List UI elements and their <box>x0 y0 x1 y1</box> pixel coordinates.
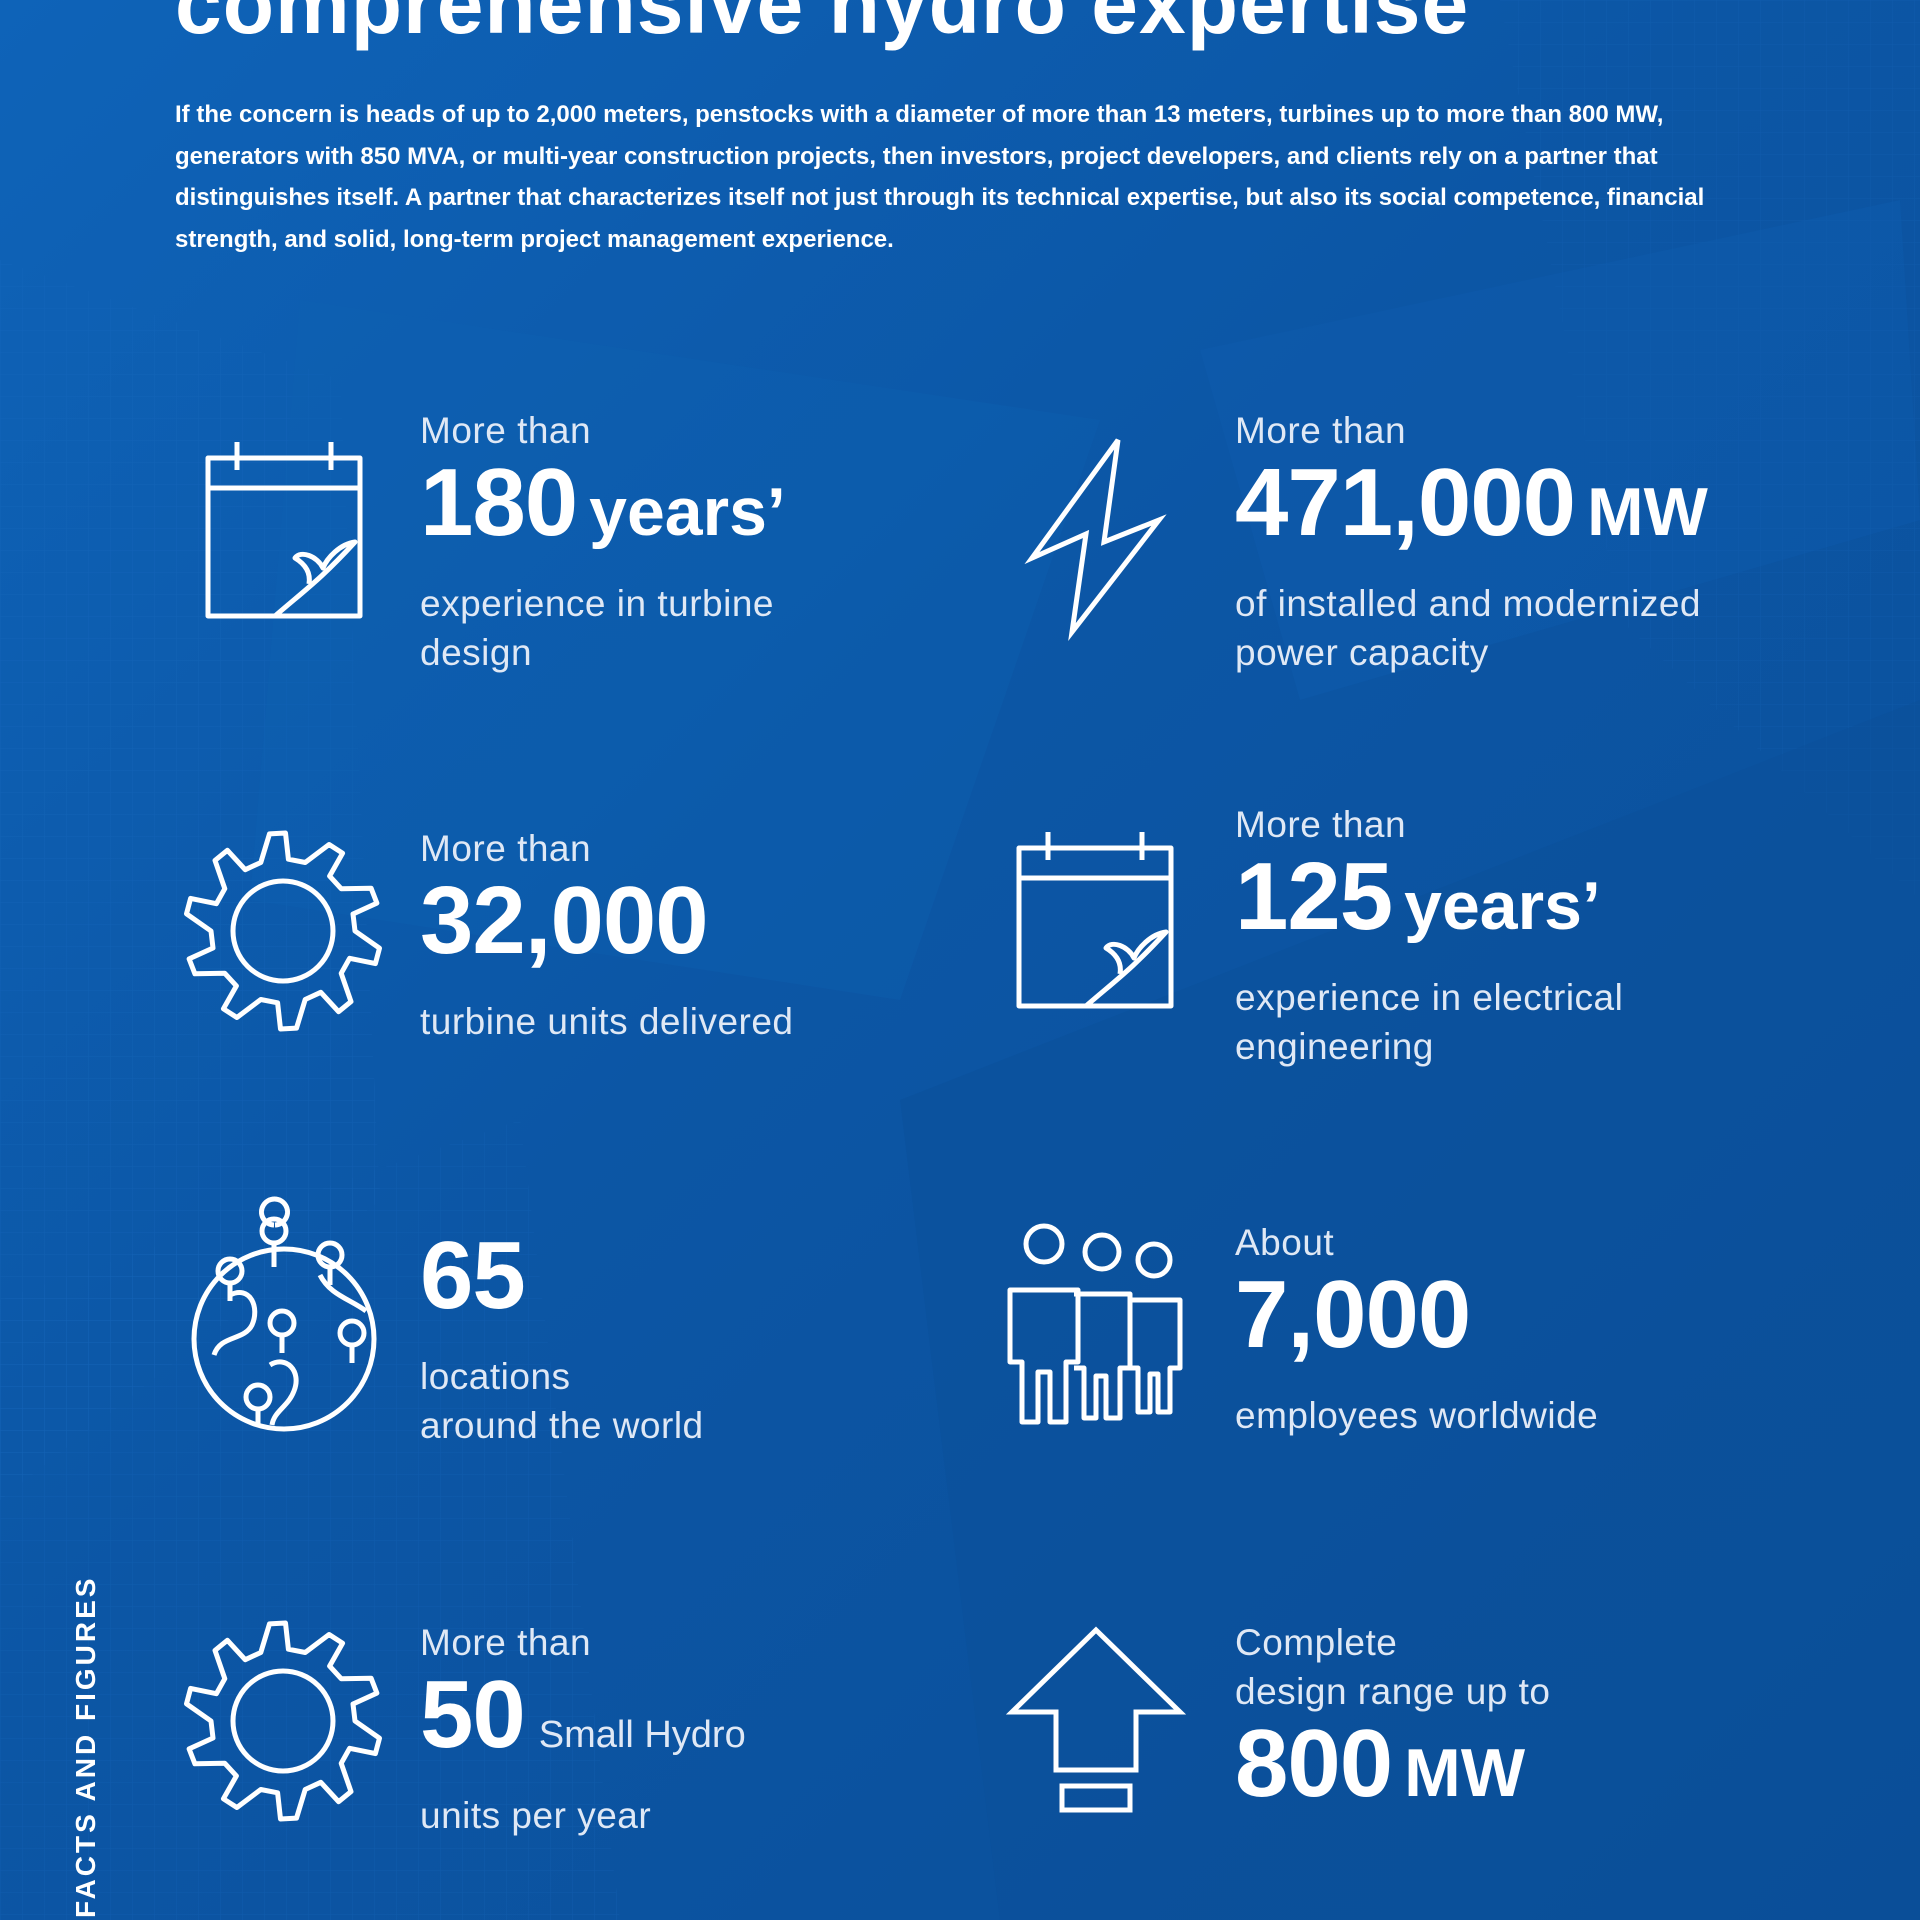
stat-value: 125 <box>1235 843 1393 950</box>
stat-value: 180 <box>420 449 578 556</box>
gear-hub <box>230 1668 336 1774</box>
stat-description: experience in turbine design <box>420 583 774 673</box>
intro-paragraph: If the concern is heads of up to 2,000 m… <box>175 101 1705 253</box>
gear-outline <box>184 830 382 1032</box>
stat-description: of installed and modernized power capaci… <box>1235 583 1702 673</box>
gear-shape <box>184 1620 382 1822</box>
stat-description: employees worldwide <box>1235 1395 1599 1436</box>
stat-prefix: More than <box>1235 804 1407 845</box>
up-arrow-icon <box>1005 1626 1187 1814</box>
people-icon <box>1000 1222 1190 1427</box>
stat-employees: About 7,000 employees worldwide <box>1235 1218 1598 1440</box>
stat-unit: years’ <box>1404 868 1601 944</box>
stat-small-hydro: More than 50 Small Hydro units per year <box>420 1618 746 1840</box>
calendar-icon <box>1016 830 1174 1010</box>
page-title: comprehensive hydro expertise <box>175 0 1470 51</box>
stat-locations: 65 locations around the world <box>420 1228 704 1450</box>
stat-value: 65 <box>420 1222 526 1329</box>
stat-description: experience in electrical engineering <box>1235 977 1624 1067</box>
stat-value: 471,000 <box>1235 449 1576 556</box>
stat-electrical-experience: More than 125 years’ experience in electr… <box>1235 800 1623 1071</box>
stat-prefix: More than <box>420 410 592 451</box>
gear-hub <box>230 878 336 984</box>
stat-description: turbine units delivered <box>420 1001 794 1042</box>
stat-value: 50 <box>420 1661 526 1768</box>
stat-description: units per year <box>420 1795 652 1836</box>
stat-value: 7,000 <box>1235 1261 1471 1368</box>
stat-unit: MW <box>1404 1735 1525 1811</box>
stat-description: locations around the world <box>420 1356 704 1446</box>
stat-value: 800 <box>1235 1710 1393 1817</box>
lightning-icon <box>1024 436 1167 641</box>
gear-outline <box>184 1620 382 1822</box>
turbine-gear-icon <box>180 1618 386 1824</box>
stat-prefix: More than <box>420 828 592 869</box>
stat-turbine-units: More than 32,000 turbine units delivered <box>420 824 794 1046</box>
stat-prefix: About <box>1235 1222 1335 1263</box>
section-side-label: FACTS AND FIGURES <box>70 1575 101 1918</box>
stat-unit: years’ <box>589 474 786 550</box>
calendar-icon <box>205 440 363 620</box>
stat-turbine-experience: More than 180 years’ experience in turbin… <box>420 406 786 677</box>
turbine-gear-icon <box>180 828 386 1034</box>
stat-unit: Small Hydro <box>538 1714 746 1756</box>
gear-shape <box>184 830 382 1032</box>
stat-prefix: More than <box>1235 410 1407 451</box>
stat-installed-capacity: More than 471,000 MW of installed and mod… <box>1235 406 1708 677</box>
stat-prefix: More than <box>420 1622 592 1663</box>
stat-design-range: Complete design range up to 800 MW <box>1235 1618 1551 1840</box>
globe-pins-icon <box>190 1196 380 1435</box>
stat-value: 32,000 <box>420 867 709 974</box>
stat-unit: MW <box>1587 474 1708 550</box>
stat-prefix: Complete design range up to <box>1235 1622 1551 1712</box>
